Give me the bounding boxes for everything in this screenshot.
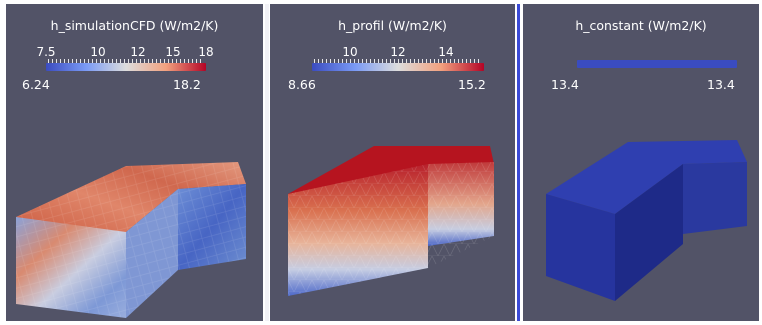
colorbar-tick-marks [314, 59, 482, 63]
tick-label: 18 [198, 45, 214, 59]
tick-label: 14 [438, 45, 454, 59]
colorbar-min-label: 8.66 [288, 77, 316, 92]
panel-profil: h_profil (W/m2/K) 10 12 14 8.66 15.2 [270, 4, 515, 321]
colorbar-max-label: 13.4 [707, 77, 735, 92]
profil-3d-mesh-render [288, 146, 494, 296]
colorbar-max-label: 15.2 [458, 77, 486, 92]
colorbar [46, 63, 206, 71]
tick-label: 7.5 [36, 45, 56, 59]
panel-divider [265, 4, 269, 321]
tick-label: 12 [390, 45, 406, 59]
constant-3d-mesh-render [546, 140, 747, 301]
tick-label: 10 [90, 45, 106, 59]
panel-title: h_simulationCFD (W/m2/K) [50, 18, 219, 33]
mesh-right-face [683, 162, 747, 234]
mesh-triangulation [288, 162, 494, 296]
colorbar-min-label: 6.24 [22, 77, 50, 92]
colorbar-max-label: 18.2 [173, 77, 201, 92]
mesh-middle-face [615, 164, 683, 301]
colorbar [312, 63, 484, 71]
panel-simulation-cfd: h_simulationCFD (W/m2/K) 7.5 10 12 15 18… [6, 4, 263, 321]
colorbar-tick-labels: 7.5 10 12 15 18 [36, 45, 216, 59]
panel-title: h_constant (W/m2/K) [575, 18, 707, 33]
mesh-triangulation [16, 162, 246, 318]
panel-title: h_profil (W/m2/K) [338, 18, 447, 33]
colorbar-tick-labels: 10 12 14 [316, 45, 486, 59]
colorbar [577, 60, 737, 68]
mesh-top-face [546, 140, 747, 214]
cfd-3d-mesh-render [16, 162, 246, 318]
tick-label: 10 [342, 45, 358, 59]
colorbar-min-label: 13.4 [551, 77, 579, 92]
panel-constant: h_constant (W/m2/K) 13.4 13.4 [523, 4, 759, 321]
colorbar-tick-marks [48, 59, 204, 63]
mesh-front-face [546, 194, 615, 301]
tick-label: 15 [165, 45, 181, 59]
tick-label: 12 [130, 45, 146, 59]
panel-divider [517, 4, 520, 321]
